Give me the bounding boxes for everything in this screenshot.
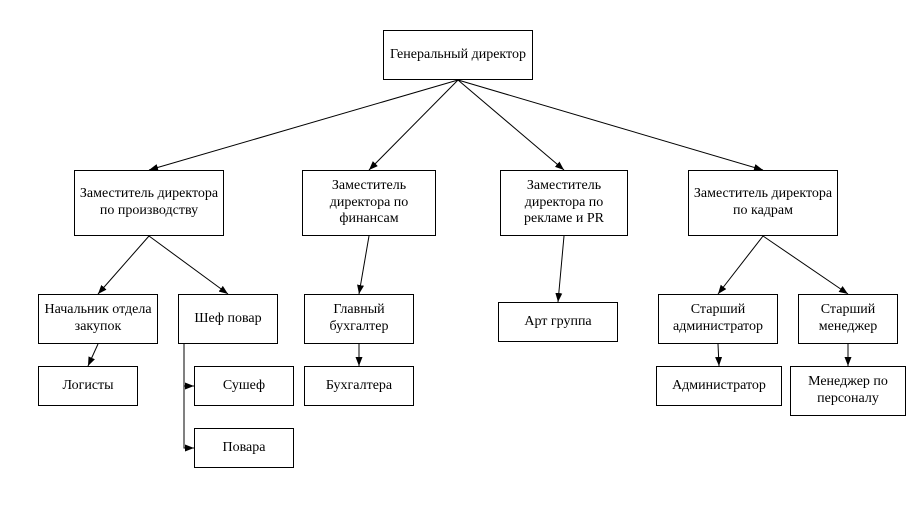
- node-senior_mgr: Старший менеджер: [798, 294, 898, 344]
- node-cooks: Повара: [194, 428, 294, 468]
- node-hr_manager: Менеджер по персоналу: [790, 366, 906, 416]
- node-ceo: Генеральный директор: [383, 30, 533, 80]
- node-art_group: Арт группа: [498, 302, 618, 342]
- node-sous_chef: Сушеф: [194, 366, 294, 406]
- node-dep_pr: Заместитель директора по рекламе и PR: [500, 170, 628, 236]
- org-chart: Генеральный директор Заместитель директор…: [0, 0, 917, 516]
- node-accountants: Бухгалтера: [304, 366, 414, 406]
- node-dep_hr: Заместитель директора по кадрам: [688, 170, 838, 236]
- node-purch_head: Начальник отдела закупок: [38, 294, 158, 344]
- node-chief_acc: Главный бухгалтер: [304, 294, 414, 344]
- node-admin: Администратор: [656, 366, 782, 406]
- node-chef: Шеф повар: [178, 294, 278, 344]
- node-dep_fin: Заместитель директора по финансам: [302, 170, 436, 236]
- node-dep_prod: Заместитель директора по производству: [74, 170, 224, 236]
- node-senior_admin: Старший администратор: [658, 294, 778, 344]
- node-logists: Логисты: [38, 366, 138, 406]
